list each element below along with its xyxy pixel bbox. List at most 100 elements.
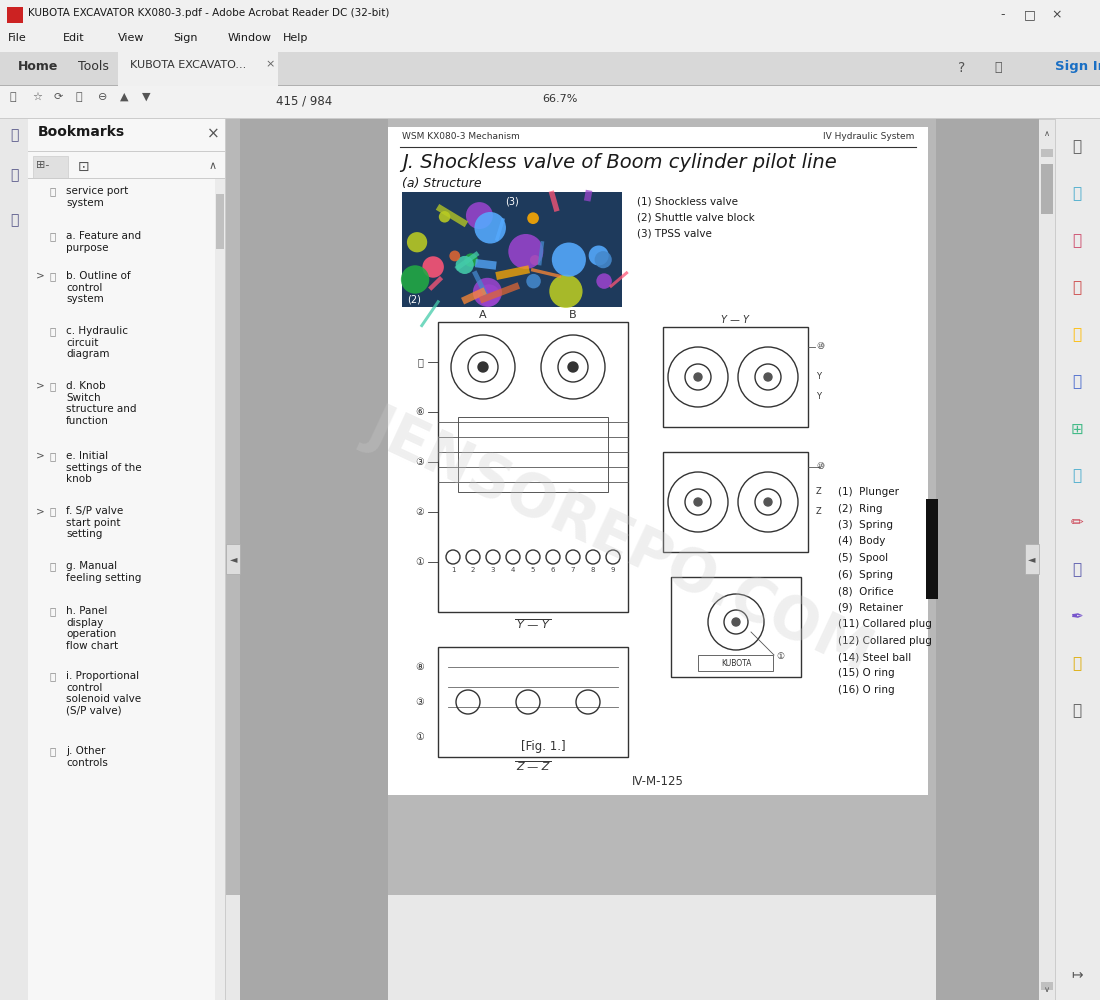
Text: 📰: 📰 [1072, 233, 1081, 248]
Bar [1041, 149, 1053, 157]
Text: ⑥: ⑥ [416, 407, 425, 417]
Bar [663, 327, 808, 427]
Circle shape [732, 618, 740, 626]
Circle shape [508, 234, 543, 269]
Bar [0, 30, 1100, 52]
Text: ▲: ▲ [120, 92, 129, 102]
Text: 🔖: 🔖 [10, 168, 19, 182]
Text: 1: 1 [451, 567, 455, 573]
Circle shape [526, 274, 541, 288]
Text: Z: Z [816, 487, 822, 496]
Bar [28, 151, 226, 152]
Bar [0, 85, 1100, 86]
Text: Sign: Sign [173, 33, 198, 43]
Text: Sign In: Sign In [1055, 60, 1100, 73]
Text: ↦: ↦ [1071, 968, 1082, 982]
Text: ×: × [1052, 8, 1063, 21]
Text: 🔖: 🔖 [50, 186, 56, 196]
Text: Y — Y: Y — Y [720, 315, 749, 325]
Text: f. S/P valve
start point
setting: f. S/P valve start point setting [66, 506, 123, 539]
Text: JENSOREPO.COM: JENSOREPO.COM [359, 398, 881, 682]
Circle shape [694, 498, 702, 506]
Text: 7: 7 [571, 567, 575, 573]
Text: 🛡: 🛡 [1072, 562, 1081, 578]
Text: ◄: ◄ [1028, 554, 1036, 564]
Bar [458, 417, 608, 492]
Text: File: File [8, 33, 26, 43]
Text: 🔖: 🔖 [50, 671, 56, 681]
Bar [671, 577, 801, 677]
Text: 415 / 984: 415 / 984 [276, 94, 332, 107]
Circle shape [530, 255, 540, 265]
Text: KUBOTA: KUBOTA [720, 658, 751, 668]
Text: View: View [118, 33, 144, 43]
Bar [7, 7, 23, 23]
Text: ⑪: ⑪ [417, 357, 422, 367]
Text: ⟳: ⟳ [54, 92, 64, 102]
Text: ✒: ✒ [1070, 609, 1084, 624]
Text: d. Knob
Switch
structure and
function: d. Knob Switch structure and function [66, 381, 136, 426]
Bar [388, 127, 928, 795]
Bar [1025, 544, 1040, 574]
Bar [926, 499, 938, 599]
Text: 💬: 💬 [1072, 328, 1081, 342]
Bar [118, 85, 278, 86]
Text: (6)  Spring: (6) Spring [838, 570, 893, 580]
Bar [0, 119, 28, 1000]
Bar [118, 52, 278, 85]
Text: ⑧: ⑧ [416, 662, 425, 672]
Circle shape [422, 256, 444, 278]
Bar [28, 119, 226, 1000]
Bar [663, 452, 808, 552]
Text: service port
system: service port system [66, 186, 129, 208]
Text: Help: Help [283, 33, 308, 43]
Text: 6: 6 [551, 567, 556, 573]
Text: c. Hydraulic
circuit
diagram: c. Hydraulic circuit diagram [66, 326, 128, 359]
Text: ①: ① [416, 732, 425, 742]
Bar [214, 179, 225, 1000]
Text: 🔖: 🔖 [50, 271, 56, 281]
Bar [1040, 119, 1055, 1000]
Text: ⑩: ⑩ [816, 342, 824, 351]
Text: Z: Z [816, 507, 822, 516]
Text: Y — Y: Y — Y [517, 620, 549, 630]
Text: 🔄: 🔄 [1072, 374, 1081, 389]
Text: 5: 5 [531, 567, 536, 573]
Text: 🔖: 🔖 [50, 231, 56, 241]
Text: 📄: 📄 [1072, 280, 1081, 296]
Text: 📎: 📎 [10, 213, 19, 227]
Text: 🔔: 🔔 [994, 61, 1002, 74]
Text: 📋: 📋 [10, 128, 19, 142]
Text: (8)  Orifice: (8) Orifice [838, 586, 893, 596]
Circle shape [407, 232, 427, 252]
Text: 🎬: 🎬 [1072, 468, 1081, 484]
Text: (a) Structure: (a) Structure [402, 177, 482, 190]
Text: 📋: 📋 [1072, 186, 1081, 202]
Circle shape [473, 278, 502, 307]
Text: 🔖: 🔖 [50, 746, 56, 756]
Text: 4: 4 [510, 567, 515, 573]
Text: 🔖: 🔖 [50, 451, 56, 461]
Text: 🔖: 🔖 [50, 381, 56, 391]
Text: ①: ① [416, 557, 425, 567]
Bar [28, 119, 226, 151]
Text: ☆: ☆ [32, 92, 42, 102]
Text: Z — Z: Z — Z [516, 762, 550, 772]
Text: (4)  Body: (4) Body [838, 536, 886, 546]
Text: i. Proportional
control
solenoid valve
(S/P valve): i. Proportional control solenoid valve (… [66, 671, 141, 716]
Text: IV-M-125: IV-M-125 [632, 775, 684, 788]
Text: >: > [36, 381, 45, 391]
Text: Edit: Edit [63, 33, 85, 43]
Text: a. Feature and
purpose: a. Feature and purpose [66, 231, 141, 253]
Text: □: □ [1024, 8, 1036, 21]
Text: WSM KX080-3 Mechanism: WSM KX080-3 Mechanism [402, 132, 519, 141]
Text: ▼: ▼ [142, 92, 151, 102]
Text: ⊞-: ⊞- [36, 160, 50, 170]
Text: (12) Collared plug: (12) Collared plug [838, 636, 932, 646]
Text: e. Initial
settings of the
knob: e. Initial settings of the knob [66, 451, 142, 484]
Circle shape [400, 265, 429, 294]
Text: (5)  Spool: (5) Spool [838, 553, 888, 563]
Circle shape [478, 362, 488, 372]
Text: h. Panel
display
operation
flow chart: h. Panel display operation flow chart [66, 606, 118, 651]
Circle shape [588, 246, 608, 266]
